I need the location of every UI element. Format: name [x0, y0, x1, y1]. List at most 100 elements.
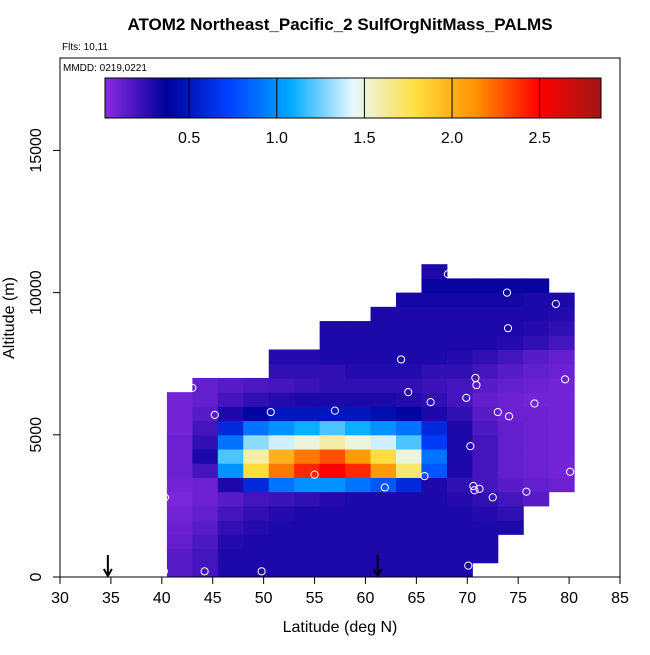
flight-point [522, 487, 531, 496]
heat-cell [268, 520, 295, 535]
heat-cell [523, 321, 550, 336]
heat-cell [319, 562, 346, 577]
y-tick-label: 10000 [28, 270, 45, 315]
heat-cell [472, 306, 499, 322]
heat-cell [370, 491, 397, 507]
heat-cell [243, 534, 270, 550]
heat-cell [396, 434, 422, 450]
heat-cell [294, 562, 321, 577]
heat-cell [421, 349, 448, 365]
heat-cell [319, 377, 346, 393]
heat-cell [192, 477, 219, 493]
heat-cell [243, 520, 270, 535]
flight-point [488, 493, 497, 502]
flight-point [503, 324, 513, 333]
heat-cell [523, 278, 550, 294]
heat-cell [421, 562, 448, 577]
colorbar-tick-label: 0.5 [178, 130, 200, 147]
flight-point [266, 407, 275, 417]
heat-cell [319, 420, 346, 436]
heat-cell [370, 434, 397, 450]
heat-cell [523, 306, 550, 322]
heat-cell [548, 406, 575, 422]
heat-cell [497, 477, 524, 493]
heat-cell [345, 520, 372, 535]
heat-cell [421, 520, 448, 535]
heat-cell [319, 363, 346, 379]
arrow [372, 555, 383, 579]
heat-cell [523, 491, 550, 507]
heat-cell [497, 406, 524, 422]
heat-cell [319, 505, 346, 521]
heat-cell [294, 392, 321, 407]
heat-cell [523, 420, 550, 436]
x-tick-label: 60 [357, 590, 375, 607]
heat-cell [523, 292, 550, 308]
heat-cell [523, 434, 550, 450]
heat-cell [548, 434, 575, 450]
heat-cell [421, 321, 448, 336]
heat-cell [446, 392, 473, 407]
heat-cell [166, 463, 193, 478]
heat-cell [192, 534, 219, 550]
heat-cell [294, 420, 321, 436]
heat-cell [446, 520, 473, 535]
heat-cell [446, 463, 473, 478]
heat-cell [217, 434, 244, 450]
heat-cell [370, 548, 397, 564]
heat-cell [421, 392, 448, 407]
heat-cell [548, 420, 575, 436]
heat-cell [243, 420, 270, 436]
heat-cell [319, 520, 346, 535]
heat-cell [166, 562, 193, 577]
heat-cell [319, 463, 346, 478]
heat-cell [370, 534, 397, 550]
colorbar-tick-label: 2.0 [441, 130, 463, 147]
heat-cell [396, 463, 422, 478]
heat-cell [446, 321, 473, 336]
heat-cell [523, 335, 550, 350]
heat-cell [523, 477, 550, 493]
heat-cell [472, 335, 499, 350]
heat-cell [217, 406, 244, 422]
colorbar-tick-label: 1.0 [266, 130, 288, 147]
heat-cell [548, 392, 575, 407]
y-tick-label: 0 [28, 572, 45, 581]
heat-cell [497, 335, 524, 350]
heat-cell [345, 335, 372, 350]
heat-cell [217, 562, 244, 577]
heat-cell [319, 449, 346, 464]
heat-cell [396, 349, 422, 365]
flight-point [426, 398, 435, 407]
flight-point [396, 355, 406, 364]
heat-cell [421, 548, 448, 564]
heat-cell [446, 434, 473, 450]
flight-point [530, 399, 539, 408]
heat-cell [345, 392, 372, 407]
heat-cell [472, 349, 499, 365]
x-tick-label: 40 [153, 590, 171, 607]
heat-cell [472, 491, 499, 507]
heat-cell [192, 520, 219, 535]
y-tick-label: 5000 [28, 417, 45, 453]
heat-cell [217, 520, 244, 535]
x-tick-label: 80 [560, 590, 578, 607]
heat-cell [523, 363, 550, 379]
heat-cell [370, 463, 397, 478]
heat-cell [345, 505, 372, 521]
heat-cell [446, 306, 473, 322]
heat-cell [396, 306, 422, 322]
heat-cell [421, 534, 448, 550]
heat-cell [396, 377, 422, 393]
heat-cell [548, 477, 575, 493]
heat-cell [243, 434, 270, 450]
heat-cell [217, 548, 244, 564]
x-tick-label: 45 [204, 590, 222, 607]
heat-cell [345, 363, 372, 379]
heat-cell [217, 477, 244, 493]
heat-cell [192, 491, 219, 507]
heat-cell [421, 306, 448, 322]
heat-cell [243, 463, 270, 478]
flight-point [310, 470, 319, 479]
